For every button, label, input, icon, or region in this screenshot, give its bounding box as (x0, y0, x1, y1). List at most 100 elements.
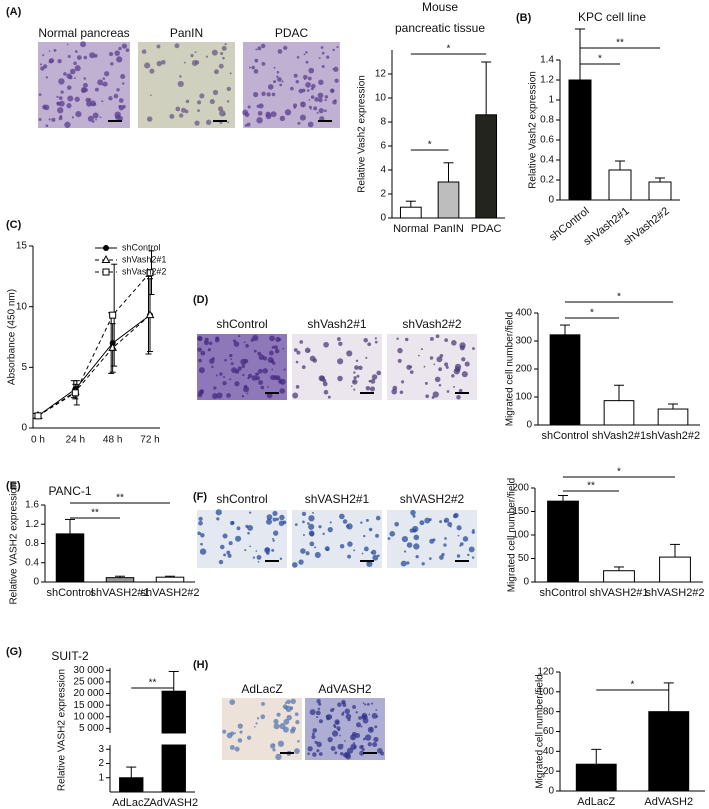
image-label: PanIN (170, 26, 203, 40)
micrograph-cell (292, 392, 299, 399)
micrograph-cell (332, 707, 335, 711)
micrograph-cell (453, 368, 460, 375)
micrograph-cell (302, 534, 305, 536)
significance-label: ** (587, 481, 595, 492)
micrograph-cell (118, 116, 123, 122)
micrograph-cell (257, 110, 263, 116)
micrograph-cell (376, 370, 382, 376)
micrograph-cell (125, 48, 130, 52)
micrograph-cell (150, 94, 152, 97)
micrograph-cell (248, 511, 252, 514)
micrograph-cell (439, 520, 443, 524)
micrograph-cell (278, 379, 283, 384)
micrograph-cell (312, 511, 315, 514)
micrograph-cell (294, 712, 299, 717)
micrograph-cell (118, 98, 124, 103)
micrograph-cell (458, 388, 463, 393)
micrograph-cell (227, 121, 230, 124)
micrograph-cell (370, 551, 373, 554)
micrograph-cell (199, 548, 207, 555)
micrograph-cell (257, 561, 260, 563)
micrograph-cell (258, 354, 265, 360)
micrograph-cell (311, 83, 316, 89)
micrograph-cell (425, 394, 430, 399)
micrograph-cell (418, 354, 420, 357)
micrograph-cell (318, 702, 322, 706)
y-tick-label: 10 000 (73, 711, 104, 722)
micrograph-cell (205, 341, 207, 344)
micrograph-cell (273, 66, 276, 69)
y-tick-label: 0 (526, 420, 532, 431)
micrograph-cell (358, 365, 363, 371)
micrograph-cell (303, 74, 308, 80)
micrograph-cell (313, 106, 318, 111)
micrograph-cell (284, 109, 292, 116)
legend-label: shVash2#2 (122, 266, 166, 276)
micrograph-cell (51, 117, 56, 122)
y-tick-label: 3 (98, 744, 104, 755)
point (102, 268, 110, 276)
micrograph-cell (58, 100, 65, 107)
micrograph-cell (295, 720, 300, 725)
y-tick-label: 20 (543, 766, 555, 777)
micrograph-cell (81, 87, 87, 94)
micrograph-cell (273, 723, 280, 730)
micrograph-cell (429, 356, 434, 360)
micrograph-cell (347, 554, 352, 559)
micrograph-cell (277, 740, 285, 747)
micrograph-cell (403, 550, 407, 553)
image-label: AdLacZ (241, 682, 282, 696)
y-tick-label: 1.6 (25, 500, 39, 511)
micrograph-cell (228, 541, 233, 546)
micrograph-cell (358, 716, 362, 720)
x-tick-label: shControl (541, 430, 588, 442)
bar (475, 114, 498, 219)
micrograph-cell (230, 358, 233, 361)
micrograph-cell (222, 533, 228, 539)
micrograph-cell (433, 363, 436, 366)
line (37, 272, 151, 417)
micrograph-cell (194, 120, 200, 126)
micrograph-cell (333, 66, 339, 72)
micrograph-cell (141, 49, 147, 54)
y-tick-label: 200 (515, 364, 532, 375)
micrograph-cell (197, 109, 200, 113)
micrograph-cell (108, 96, 113, 101)
micrograph-cell (83, 55, 88, 60)
micrograph-cell (307, 522, 310, 525)
micrograph-cell (286, 714, 292, 721)
micrograph-cell (302, 105, 304, 107)
y-tick-label: 25 000 (73, 677, 104, 688)
micrograph-cell (121, 43, 128, 49)
micrograph-cell (283, 718, 290, 725)
y-tick-label: 12 (375, 69, 387, 80)
micrograph-cell (38, 93, 42, 96)
micrograph-cell (353, 376, 357, 380)
y-tick-label: 1 (548, 95, 554, 106)
micrograph-cell (453, 512, 459, 518)
y-tick-label: 1 (98, 772, 104, 783)
micrograph-cell (412, 514, 416, 518)
y-tick-label: 0 (380, 213, 386, 224)
micrograph-cell (267, 84, 274, 90)
micrograph-cell (295, 360, 299, 364)
micrograph-cell (356, 374, 360, 378)
micrograph-cell (38, 118, 42, 121)
micrograph-cell (310, 108, 312, 110)
micrograph-cell (272, 517, 277, 522)
micrograph-cell (196, 100, 202, 105)
micrograph-cell (252, 556, 256, 559)
micrograph-cell (279, 388, 285, 394)
micrograph-cell (224, 358, 227, 362)
micrograph-cell (97, 79, 104, 86)
y-tick-label: 1.2 (25, 519, 39, 530)
y-tick-label: 300 (515, 336, 532, 347)
micrograph-cell (114, 111, 121, 118)
micrograph-cell (74, 65, 81, 72)
micrograph-cell (174, 43, 180, 49)
micrograph-cell (316, 741, 322, 748)
micrograph-cell (82, 82, 88, 88)
micrograph-cell (444, 517, 450, 523)
micrograph-cell (308, 67, 315, 74)
